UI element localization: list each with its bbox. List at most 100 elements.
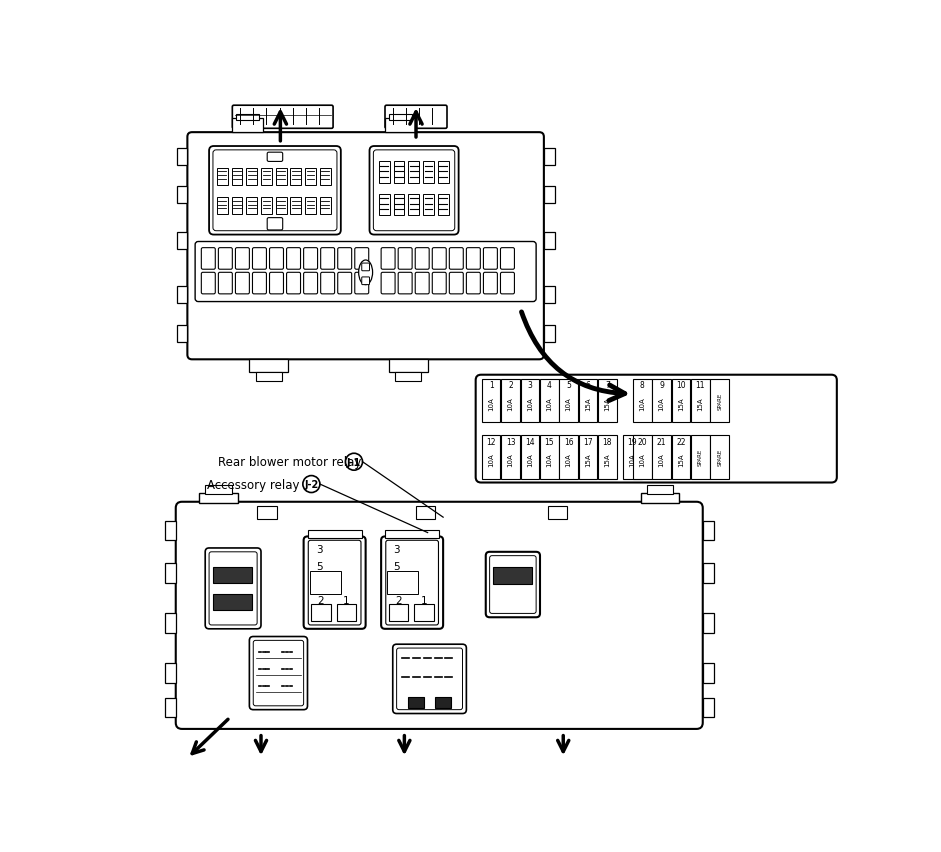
Text: 10A: 10A: [659, 396, 664, 410]
Text: 17: 17: [583, 437, 593, 446]
Text: 10A: 10A: [566, 452, 572, 466]
Bar: [598, 379, 616, 423]
Text: 5: 5: [316, 561, 323, 571]
Text: 2: 2: [317, 596, 324, 606]
Text: 3: 3: [393, 544, 400, 554]
FancyBboxPatch shape: [449, 273, 463, 295]
Text: 5: 5: [393, 561, 400, 571]
Bar: [540, 379, 559, 423]
Bar: [647, 486, 674, 494]
Text: 4: 4: [547, 381, 551, 390]
Bar: [177, 187, 187, 204]
Text: 5: 5: [566, 381, 571, 390]
FancyBboxPatch shape: [267, 153, 282, 162]
FancyBboxPatch shape: [218, 249, 232, 270]
Bar: [544, 287, 555, 304]
Text: 10A: 10A: [566, 396, 572, 410]
Circle shape: [303, 476, 320, 493]
Text: 14: 14: [525, 437, 534, 446]
Bar: [261, 198, 272, 215]
Text: 10A: 10A: [527, 452, 533, 466]
Text: 7: 7: [605, 381, 610, 390]
Bar: [379, 194, 390, 216]
FancyBboxPatch shape: [201, 273, 215, 295]
Text: 2: 2: [508, 381, 513, 390]
Bar: [710, 379, 729, 423]
Bar: [388, 572, 419, 595]
Text: 20: 20: [637, 437, 647, 446]
FancyBboxPatch shape: [321, 249, 335, 270]
Bar: [379, 162, 390, 184]
Bar: [320, 198, 330, 215]
Text: 18: 18: [602, 437, 613, 446]
Bar: [408, 194, 419, 216]
Text: 15A: 15A: [678, 452, 684, 466]
FancyBboxPatch shape: [321, 273, 335, 295]
Bar: [389, 604, 408, 621]
Bar: [598, 435, 616, 479]
Bar: [408, 697, 423, 708]
FancyBboxPatch shape: [432, 273, 446, 295]
Bar: [672, 379, 691, 423]
Bar: [540, 435, 559, 479]
Bar: [213, 567, 251, 583]
Bar: [247, 198, 257, 215]
FancyBboxPatch shape: [486, 552, 540, 618]
Bar: [213, 595, 251, 610]
Bar: [165, 613, 176, 633]
Text: SPARE: SPARE: [698, 448, 703, 466]
FancyBboxPatch shape: [209, 147, 341, 235]
Bar: [320, 169, 330, 185]
Bar: [423, 162, 434, 184]
Text: 10A: 10A: [527, 396, 533, 410]
FancyBboxPatch shape: [475, 375, 837, 483]
Bar: [710, 435, 729, 479]
Text: 10A: 10A: [507, 452, 514, 466]
Text: Rear blower motor relay: Rear blower motor relay: [218, 456, 361, 469]
FancyBboxPatch shape: [501, 273, 515, 295]
Bar: [633, 379, 651, 423]
Bar: [165, 664, 176, 683]
Bar: [236, 114, 260, 121]
Bar: [423, 194, 434, 216]
FancyBboxPatch shape: [449, 249, 463, 270]
FancyBboxPatch shape: [338, 273, 352, 295]
Text: 10A: 10A: [488, 396, 494, 410]
Text: 15A: 15A: [585, 396, 591, 410]
Bar: [579, 379, 598, 423]
FancyBboxPatch shape: [304, 273, 317, 295]
FancyBboxPatch shape: [370, 147, 458, 235]
Bar: [393, 194, 405, 216]
Bar: [231, 169, 243, 185]
Text: 15A: 15A: [585, 452, 591, 466]
Bar: [703, 521, 713, 541]
Bar: [165, 699, 176, 717]
Bar: [305, 169, 316, 185]
Bar: [482, 435, 501, 479]
Bar: [436, 697, 451, 708]
Text: 15A: 15A: [604, 452, 611, 466]
FancyBboxPatch shape: [304, 249, 317, 270]
FancyBboxPatch shape: [287, 273, 300, 295]
Bar: [544, 187, 555, 204]
Bar: [672, 435, 691, 479]
Bar: [502, 379, 519, 423]
FancyBboxPatch shape: [484, 249, 498, 270]
Bar: [291, 169, 301, 185]
Bar: [216, 198, 228, 215]
FancyBboxPatch shape: [432, 249, 446, 270]
FancyBboxPatch shape: [415, 273, 429, 295]
FancyBboxPatch shape: [361, 264, 370, 272]
Bar: [652, 379, 671, 423]
Bar: [408, 162, 419, 184]
Bar: [311, 604, 330, 621]
Bar: [559, 379, 578, 423]
FancyBboxPatch shape: [269, 249, 283, 270]
Bar: [291, 198, 301, 215]
Text: 15A: 15A: [697, 396, 704, 410]
Bar: [544, 148, 555, 165]
Bar: [623, 435, 642, 479]
Text: 6: 6: [585, 381, 591, 390]
FancyBboxPatch shape: [201, 249, 215, 270]
Bar: [548, 506, 567, 520]
